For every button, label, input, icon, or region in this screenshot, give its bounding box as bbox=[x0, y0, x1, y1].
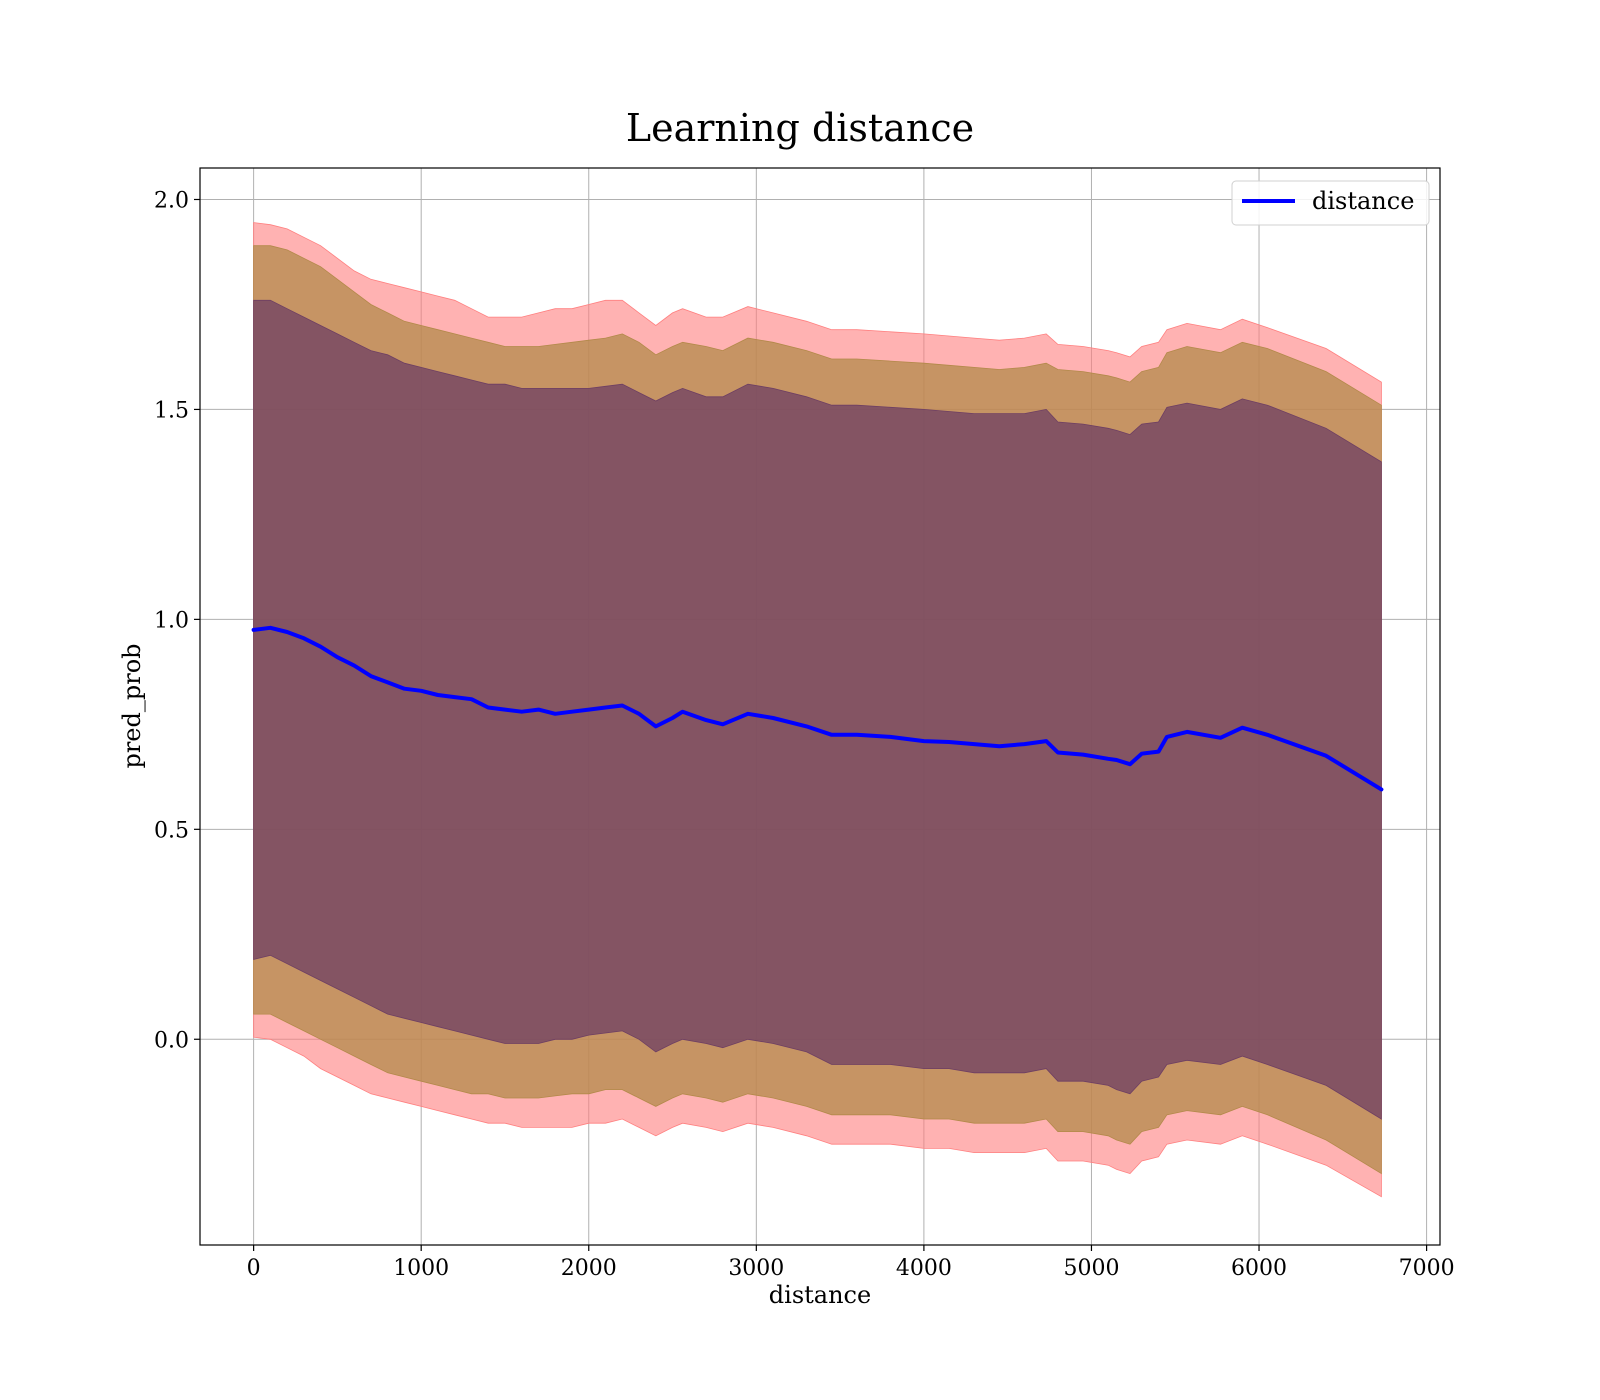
confidence-bands bbox=[253, 222, 1382, 1198]
x-tick-label: 7000 bbox=[1399, 1256, 1455, 1281]
x-tick-label: 2000 bbox=[561, 1256, 617, 1281]
chart-title: Learning distance bbox=[626, 106, 974, 150]
y-axis-ticks: 0.0 0.5 1.0 1.5 2.0 bbox=[154, 188, 200, 1053]
x-tick-label: 0 bbox=[247, 1256, 261, 1281]
x-tick-label: 3000 bbox=[728, 1256, 784, 1281]
x-tick-label: 4000 bbox=[896, 1256, 952, 1281]
legend: distance bbox=[1231, 180, 1430, 226]
x-tick-label: 6000 bbox=[1231, 1256, 1287, 1281]
y-tick-label: 1.5 bbox=[154, 398, 189, 423]
y-tick-label: 0.0 bbox=[154, 1028, 189, 1053]
x-tick-label: 5000 bbox=[1063, 1256, 1119, 1281]
y-tick-label: 1.0 bbox=[154, 608, 189, 633]
x-tick-label: 1000 bbox=[393, 1256, 449, 1281]
y-axis-label: pred_prob bbox=[118, 643, 146, 768]
series-lines bbox=[251, 625, 1384, 792]
y-tick-label: 2.0 bbox=[154, 188, 189, 213]
plot-frame bbox=[199, 167, 1441, 1246]
legend-box bbox=[1231, 180, 1430, 226]
band-inner bbox=[253, 299, 1382, 1120]
legend-label: distance bbox=[1312, 187, 1414, 215]
x-axis-label: distance bbox=[769, 1281, 871, 1309]
series-line-distance bbox=[251, 625, 1384, 792]
x-axis-ticks: 0 1000 2000 3000 4000 5000 6000 7000 bbox=[247, 1245, 1455, 1281]
y-tick-label: 0.5 bbox=[154, 818, 189, 843]
